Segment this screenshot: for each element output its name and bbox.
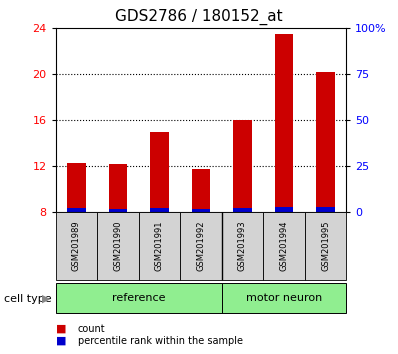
Bar (56, 283, 222, 313)
Text: GDS2786 / 180152_at: GDS2786 / 180152_at (115, 9, 283, 25)
Bar (192, 209, 210, 212)
Bar (139, 212, 180, 280)
Text: reference: reference (112, 293, 166, 303)
Bar (97, 212, 139, 280)
Bar (109, 209, 127, 212)
Bar (233, 209, 252, 212)
Bar (192, 169, 210, 212)
Text: GSM201990: GSM201990 (113, 221, 123, 271)
Bar (316, 207, 335, 212)
Text: GSM201995: GSM201995 (321, 221, 330, 271)
Text: ■: ■ (56, 336, 66, 346)
Text: GSM201993: GSM201993 (238, 221, 247, 272)
Text: ▶: ▶ (42, 294, 50, 304)
Text: GSM201991: GSM201991 (155, 221, 164, 271)
Text: GSM201989: GSM201989 (72, 221, 81, 272)
Bar (233, 120, 252, 212)
Bar (263, 212, 305, 280)
Bar (109, 164, 127, 212)
Text: GSM201994: GSM201994 (279, 221, 289, 271)
Text: cell type: cell type (4, 294, 52, 304)
Bar (150, 132, 169, 212)
Text: GSM201992: GSM201992 (197, 221, 205, 271)
Bar (67, 163, 86, 212)
Bar (275, 34, 293, 212)
Text: motor neuron: motor neuron (246, 293, 322, 303)
Bar (180, 212, 222, 280)
Text: count: count (78, 324, 105, 333)
Bar (56, 212, 97, 280)
Bar (222, 283, 346, 313)
Text: ■: ■ (56, 324, 66, 333)
Bar (305, 212, 346, 280)
Bar (150, 209, 169, 212)
Bar (67, 209, 86, 212)
Bar (316, 72, 335, 212)
Text: percentile rank within the sample: percentile rank within the sample (78, 336, 243, 346)
Bar (275, 207, 293, 212)
Bar (222, 212, 263, 280)
